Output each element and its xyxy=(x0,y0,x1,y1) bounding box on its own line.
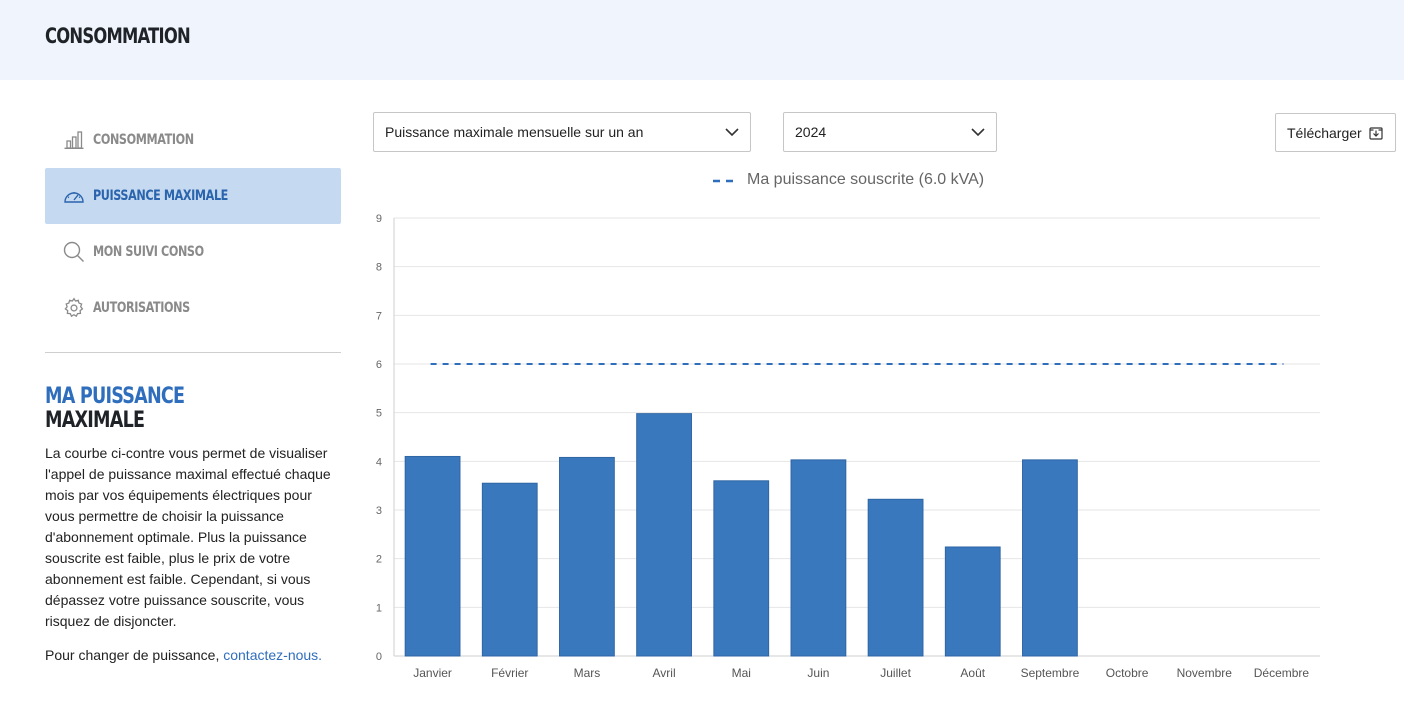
y-tick-label: 2 xyxy=(376,554,382,566)
download-icon xyxy=(1369,127,1383,140)
max-power-bar-chart: 0 1 2 3 4 5 6 7 8 9 Janvier Février Mars Avril Mai Juin… xyxy=(376,213,1320,680)
sidebar-item-consommation[interactable]: CONSOMMATION xyxy=(45,112,341,168)
info-title: MA PUISSANCE MAXIMALE xyxy=(45,384,185,433)
x-tick-label: Avril xyxy=(653,666,676,680)
chevron-down-icon xyxy=(971,128,985,137)
bar-août xyxy=(944,546,1001,657)
sidebar-divider xyxy=(45,352,341,353)
legend-label: Ma puissance souscrite (6.0 kVA) xyxy=(747,171,985,188)
info-description: La courbe ci-contre vous permet de visua… xyxy=(45,445,331,629)
page-title: CONSOMMATION xyxy=(45,24,191,48)
sidebar-item-label: PUISSANCE MAXIMALE xyxy=(93,188,228,204)
download-button[interactable]: Télécharger xyxy=(1275,113,1396,152)
gauge-icon xyxy=(63,185,85,207)
view-select[interactable]: Puissance maximale mensuelle sur un an xyxy=(373,112,751,152)
y-tick-label: 9 xyxy=(376,213,382,225)
x-tick-label: Octobre xyxy=(1106,666,1149,680)
y-tick-label: 1 xyxy=(376,602,382,614)
contact-link[interactable]: contactez-nous. xyxy=(223,647,323,663)
x-tick-label: Février xyxy=(491,666,528,680)
x-tick-label: Août xyxy=(960,666,985,680)
year-select[interactable]: 2024 xyxy=(783,112,997,152)
gear-icon xyxy=(63,297,85,319)
x-tick-label: Juin xyxy=(807,666,829,680)
dashed-line-swatch xyxy=(713,179,737,183)
bar-juin xyxy=(790,459,847,657)
x-tick-label: Décembre xyxy=(1254,666,1310,680)
chart-legend[interactable]: Ma puissance souscrite (6.0 kVA) xyxy=(712,171,984,189)
x-tick-label: Novembre xyxy=(1177,666,1233,680)
bar-mai xyxy=(713,480,770,657)
sidebar-item-mon-suivi-conso[interactable]: MON SUIVI CONSO xyxy=(45,224,341,280)
y-tick-label: 7 xyxy=(376,310,382,322)
info-footer: Pour changer de puissance, contactez-nou… xyxy=(45,647,323,663)
sidebar-item-puissance-maximale[interactable]: PUISSANCE MAXIMALE xyxy=(45,168,341,224)
y-tick-label: 5 xyxy=(376,408,382,420)
y-tick-label: 4 xyxy=(376,456,382,468)
bar-chart-icon xyxy=(63,129,85,151)
bar-septembre xyxy=(1022,459,1078,657)
bar-janvier xyxy=(404,455,461,657)
sidebar-item-autorisations[interactable]: AUTORISATIONS xyxy=(45,280,341,336)
sidebar-item-label: AUTORISATIONS xyxy=(93,300,190,316)
bar-avril xyxy=(636,413,692,657)
y-tick-label: 8 xyxy=(376,262,382,274)
x-tick-label: Juillet xyxy=(880,666,911,680)
x-tick-label: Mai xyxy=(732,666,751,680)
sidebar: CONSOMMATION PUISSANCE MAXIMALE MON SUIV… xyxy=(45,112,341,666)
bar-mars xyxy=(559,456,615,657)
y-tick-label: 3 xyxy=(376,505,382,517)
sidebar-item-label: MON SUIVI CONSO xyxy=(93,244,204,260)
y-tick-label: 0 xyxy=(376,651,382,663)
bar-février xyxy=(481,482,538,657)
page-header: CONSOMMATION xyxy=(0,0,1404,80)
x-tick-label: Mars xyxy=(574,666,601,680)
search-icon xyxy=(63,241,85,263)
y-tick-label: 6 xyxy=(376,359,382,371)
sidebar-item-label: CONSOMMATION xyxy=(93,132,194,148)
bar-juillet xyxy=(867,498,924,657)
x-tick-label: Septembre xyxy=(1021,666,1080,680)
x-tick-label: Janvier xyxy=(413,666,452,680)
chevron-down-icon xyxy=(725,128,739,137)
